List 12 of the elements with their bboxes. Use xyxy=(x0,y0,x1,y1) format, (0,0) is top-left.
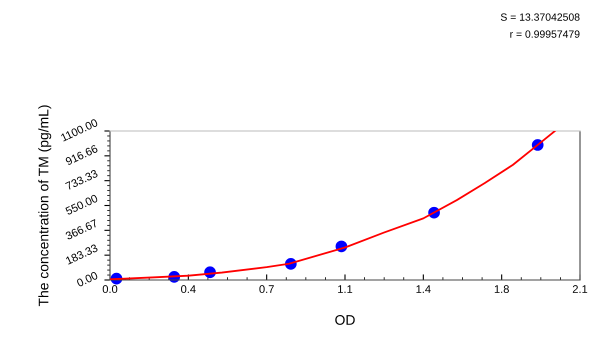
x-tick-label: 2.1 xyxy=(572,285,588,293)
x-tick-label: 1.4 xyxy=(416,285,431,293)
y-axis-title: The concentration of TM (pg/mL) xyxy=(38,105,52,306)
x-tick-label: 1.1 xyxy=(338,285,352,293)
x-tick-label: 0.7 xyxy=(259,285,274,294)
x-axis-title: OD xyxy=(335,315,355,325)
text: r = 0.99957479 xyxy=(510,30,580,38)
x-tick-label: 0.4 xyxy=(181,285,196,294)
x-tick-label: 0.0 xyxy=(102,285,118,294)
x-tick-label: 1.8 xyxy=(494,285,509,294)
text: S = 13.37042508 xyxy=(500,13,580,21)
y-tick-label: 0.00 xyxy=(76,271,98,288)
